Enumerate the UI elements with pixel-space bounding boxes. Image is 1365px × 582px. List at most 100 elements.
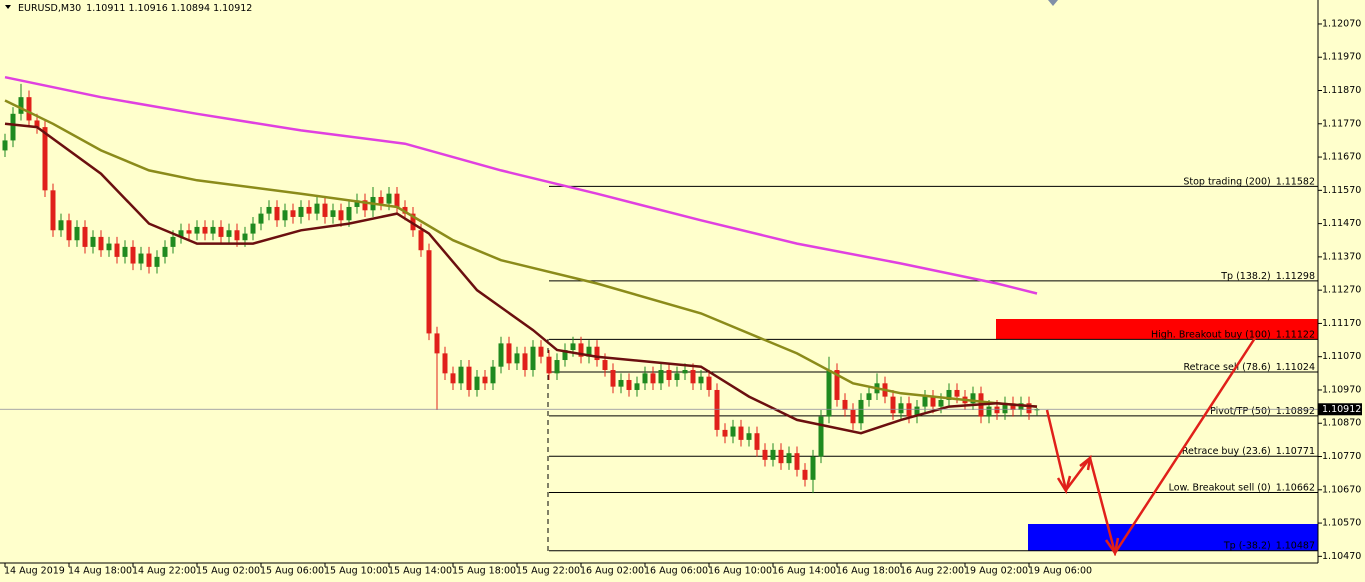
candle-body [570,343,576,351]
candle-body [970,393,976,404]
candle-body [218,226,224,237]
candle-body [722,429,728,437]
zones [996,319,1318,551]
y-tick-label: 1.10570 [1322,518,1361,529]
level-name: Tp (-38.2) [1223,540,1271,551]
candle-body [122,246,128,257]
level-name: High. Breakout buy (100) [1151,329,1271,340]
candle-body [754,433,760,450]
candle-body [210,226,216,234]
candle-body [578,343,584,357]
level-value: 1.10662 [1276,482,1315,493]
candle-body [138,253,144,264]
candle-body [1010,403,1016,410]
candle-body [682,370,688,374]
moving-average [4,122,1038,435]
candle-body [938,399,944,407]
target-zone [1028,524,1318,551]
candle-body [658,370,664,384]
candle-body [426,250,432,334]
y-tick-label: 1.11570 [1322,185,1361,196]
symbol: EURUSD,M30 [18,3,81,14]
candle-body [10,113,16,141]
x-tick-label: 16 Aug 14:00 [772,566,836,577]
candle-body [450,373,456,384]
candle-body [594,346,600,361]
candle-body [482,376,488,384]
candle-body [418,230,424,251]
candle-body [922,396,928,407]
candle-body [914,406,920,417]
level-value: 1.11298 [1276,270,1315,281]
level-name: Pivot/TP (50) [1210,405,1271,416]
x-tick-label: 15 Aug 10:00 [324,566,388,577]
candle-body [130,246,136,264]
candle-body [290,210,296,217]
candle-body [746,433,752,440]
candle-body [522,353,528,371]
x-tick-label: 15 Aug 18:00 [452,566,516,577]
candle-body [498,343,504,367]
candle-body [826,370,832,417]
level-label: High. Breakout buy (100) 1.11122 [1151,329,1315,340]
candle-body [1002,403,1008,414]
level-value: 1.11024 [1276,362,1315,373]
y-tick-label: 1.11970 [1322,52,1361,63]
breakout-buy-zone [996,319,1318,339]
y-tick-label: 1.10870 [1322,418,1361,429]
candle-body [42,127,48,191]
candle-body [514,353,520,364]
moving-average [4,99,1038,408]
candle-body [338,210,344,221]
x-tick-label: 15 Aug 14:00 [388,566,452,577]
low-price: 1.10894 [171,3,210,14]
candle-body [82,226,88,247]
scroll-marker [1048,0,1058,6]
candle-body [178,230,184,237]
candle-body [762,449,768,460]
candle-body [274,206,280,221]
candle-body [170,236,176,247]
x-tick-label: 16 Aug 10:00 [708,566,772,577]
candle-body [354,200,360,207]
y-tick-label: 1.10470 [1322,551,1361,562]
level-value: 1.11582 [1276,176,1315,187]
current-price-label: 1.10912 [1322,404,1361,415]
open-price: 1.10911 [86,3,125,14]
close-price: 1.10912 [213,3,252,14]
high-price: 1.10916 [128,3,167,14]
candle-body [346,206,352,221]
y-tick-label: 1.10770 [1322,451,1361,462]
candle-body [698,376,704,384]
candle-body [666,370,672,380]
candle-body [1026,403,1032,414]
x-tick-label: 16 Aug 18:00 [836,566,900,577]
candle-body [434,333,440,354]
projection-arrowheads [1056,454,1120,557]
candle-body [2,140,8,151]
candle-body [114,243,120,257]
candle-body [490,366,496,384]
candle-body [602,360,608,371]
y-tick-label: 1.11870 [1322,85,1361,96]
level-name: Retrace sell (78.6) [1183,362,1270,373]
level-name: Stop trading (200) [1183,176,1270,187]
candle-body [90,236,96,247]
symbol-header: EURUSD,M30 1.10911 1.10916 1.10894 1.10912 [18,3,252,14]
candle-body [642,373,648,384]
candle-body [898,403,904,414]
candle-body [442,353,448,374]
candle-body [890,396,896,414]
candle-body [714,389,720,430]
candle-body [234,230,240,241]
candle-body [866,393,872,400]
level-label: Tp (-38.2) 1.10487 [1223,540,1315,551]
level-label: Low. Breakout sell (0) 1.10662 [1169,482,1315,493]
candle-body [506,343,512,364]
candle-body [786,453,792,464]
plot-layer: Stop trading (200) 1.11582 Tp (138.2) 1.112… [0,75,1318,552]
candle-body [546,356,552,374]
level-name: Low. Breakout sell (0) [1169,482,1271,493]
candle-body [378,196,384,204]
candle-body [394,193,400,207]
